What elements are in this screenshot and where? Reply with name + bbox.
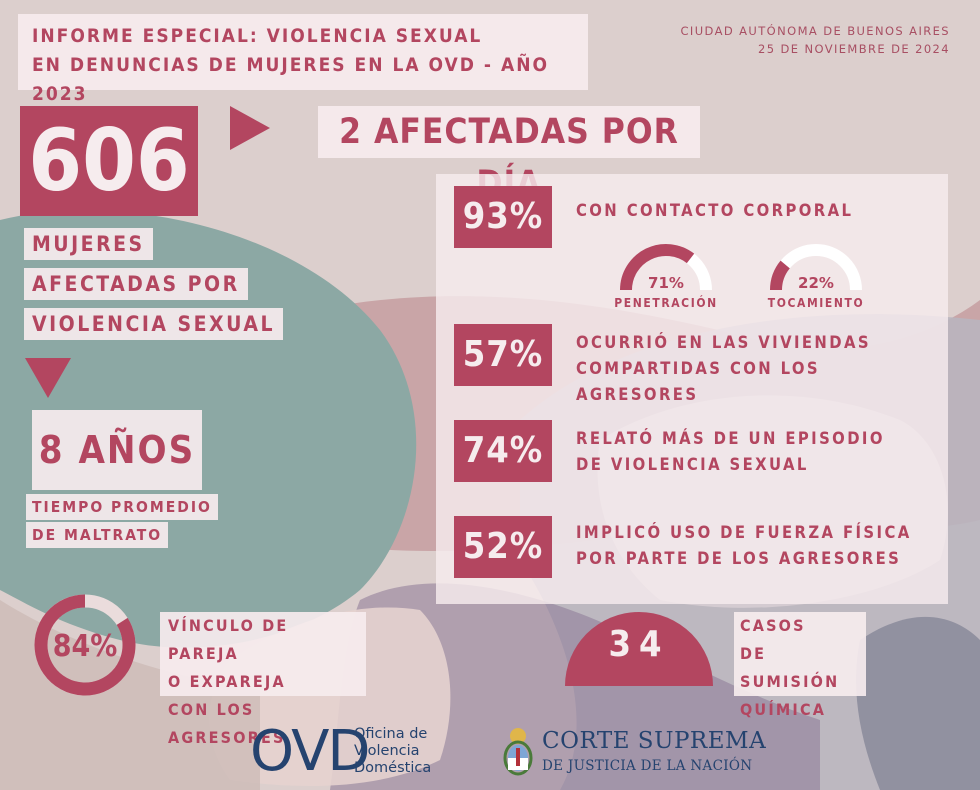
ovd-logo-line: Doméstica: [354, 760, 432, 776]
coat-of-arms-icon: [503, 728, 533, 776]
bg-dark-hair: [856, 616, 980, 790]
stat-text-line: DE VIOLENCIA SEXUAL: [576, 455, 809, 474]
average-label-line: TIEMPO PROMEDIO: [26, 494, 218, 520]
stat-text: CON CONTACTO CORPORAL: [576, 198, 853, 224]
gauge-value-label: 22%: [798, 274, 834, 292]
triangle-right-icon: [230, 106, 270, 150]
affected-label-line: AFECTADAS POR: [24, 268, 248, 300]
ovd-logo-line: Oficina de: [354, 726, 428, 742]
chemical-label: CASOS DE SUMISIÓN QUÍMICA: [734, 612, 866, 719]
gauge-tocamiento: 22%: [770, 244, 862, 292]
stat-text-line: RELATÓ MÁS DE UN EPISODIO: [576, 429, 885, 448]
gauge-label: PENETRACIÓN: [614, 296, 718, 310]
triangle-down-icon: [25, 358, 71, 398]
ovd-logo-letters: OVD: [250, 719, 371, 784]
date-text: 25 DE NOVIEMBRE DE 2024: [757, 42, 950, 56]
stat-text-line: POR PARTE DE LOS AGRESORES: [576, 549, 902, 568]
donut-value-label: 84%: [53, 629, 118, 664]
stat-text-line: IMPLICÓ USO DE FUERZA FÍSICA: [576, 523, 912, 542]
location-text: CIUDAD AUTÓNOMA DE BUENOS AIRES: [680, 24, 950, 38]
bg-lower-left: [0, 600, 260, 790]
partner-donut: 84%: [34, 594, 136, 696]
bg-purple-shadow: [330, 583, 820, 790]
stat-pct: 93%: [454, 186, 552, 248]
partner-label-line: O EXPAREJA: [168, 672, 286, 691]
stat-pct: 57%: [454, 324, 552, 386]
stats-panel: 93% CON CONTACTO CORPORAL 71% PENETRACIÓ…: [436, 174, 948, 604]
chemical-half-circle: [565, 612, 713, 686]
gauge-label: TOCAMIENTO: [767, 296, 865, 310]
per-day-stat: 2 AFECTADAS POR DÍA: [318, 106, 700, 204]
report-title-line1: INFORME ESPECIAL: VIOLENCIA SEXUAL: [32, 25, 483, 47]
chemical-label-line: CASOS: [740, 616, 806, 635]
stat-text: IMPLICÓ USO DE FUERZA FÍSICA POR PARTE D…: [576, 520, 912, 572]
stat-pct: 74%: [454, 420, 552, 482]
stat-text: OCURRIÓ EN LAS VIVIENDAS COMPARTIDAS CON…: [576, 330, 948, 408]
stat-text: RELATÓ MÁS DE UN EPISODIO DE VIOLENCIA S…: [576, 426, 885, 478]
chemical-label-line: DE SUMISIÓN: [740, 644, 840, 691]
chemical-cases-value: 34: [608, 624, 670, 665]
location-date: CIUDAD AUTÓNOMA DE BUENOS AIRES 25 DE NO…: [680, 22, 950, 58]
stat-text-line: CON CONTACTO CORPORAL: [576, 201, 854, 220]
partner-label-line: CON LOS AGRESORES: [168, 700, 286, 747]
corte-line1: CORTE SUPREMA: [542, 728, 767, 754]
affected-label-line: VIOLENCIA SEXUAL: [24, 308, 283, 340]
total-affected-value: 606: [20, 106, 198, 216]
average-label-line: DE MALTRATO: [26, 522, 169, 548]
average-years-value: 8 AÑOS: [32, 410, 202, 490]
chemical-label-line: QUÍMICA: [740, 700, 827, 719]
gauge-fill: [770, 260, 790, 291]
corte-line2: DE JUSTICIA DE LA NACIÓN: [542, 758, 753, 774]
ovd-logo-line: Violencia: [354, 743, 420, 759]
stat-text-line: COMPARTIDAS CON LOS AGRESORES: [576, 359, 821, 404]
stat-pct: 52%: [454, 516, 552, 578]
ovd-logo-text: Oficina de Violencia Doméstica: [354, 726, 431, 777]
partner-label-line: VÍNCULO DE PAREJA: [168, 616, 289, 663]
report-title-line2: EN DENUNCIAS DE MUJERES EN LA OVD - AÑO …: [32, 54, 550, 105]
gauge-penetracion: 71%: [620, 244, 712, 292]
report-title: INFORME ESPECIAL: VIOLENCIA SEXUAL EN DE…: [18, 14, 588, 105]
stat-text-line: OCURRIÓ EN LAS VIVIENDAS: [576, 333, 871, 352]
gauge-value-label: 71%: [648, 274, 684, 292]
gauge-fill: [620, 244, 695, 291]
ovd-logo: OVD Oficina de Violencia Doméstica: [250, 719, 431, 784]
affected-label-line: MUJERES: [24, 228, 153, 260]
partner-label: VÍNCULO DE PAREJA O EXPAREJA CON LOS AGR…: [160, 612, 366, 747]
donut-fill: [34, 594, 136, 696]
